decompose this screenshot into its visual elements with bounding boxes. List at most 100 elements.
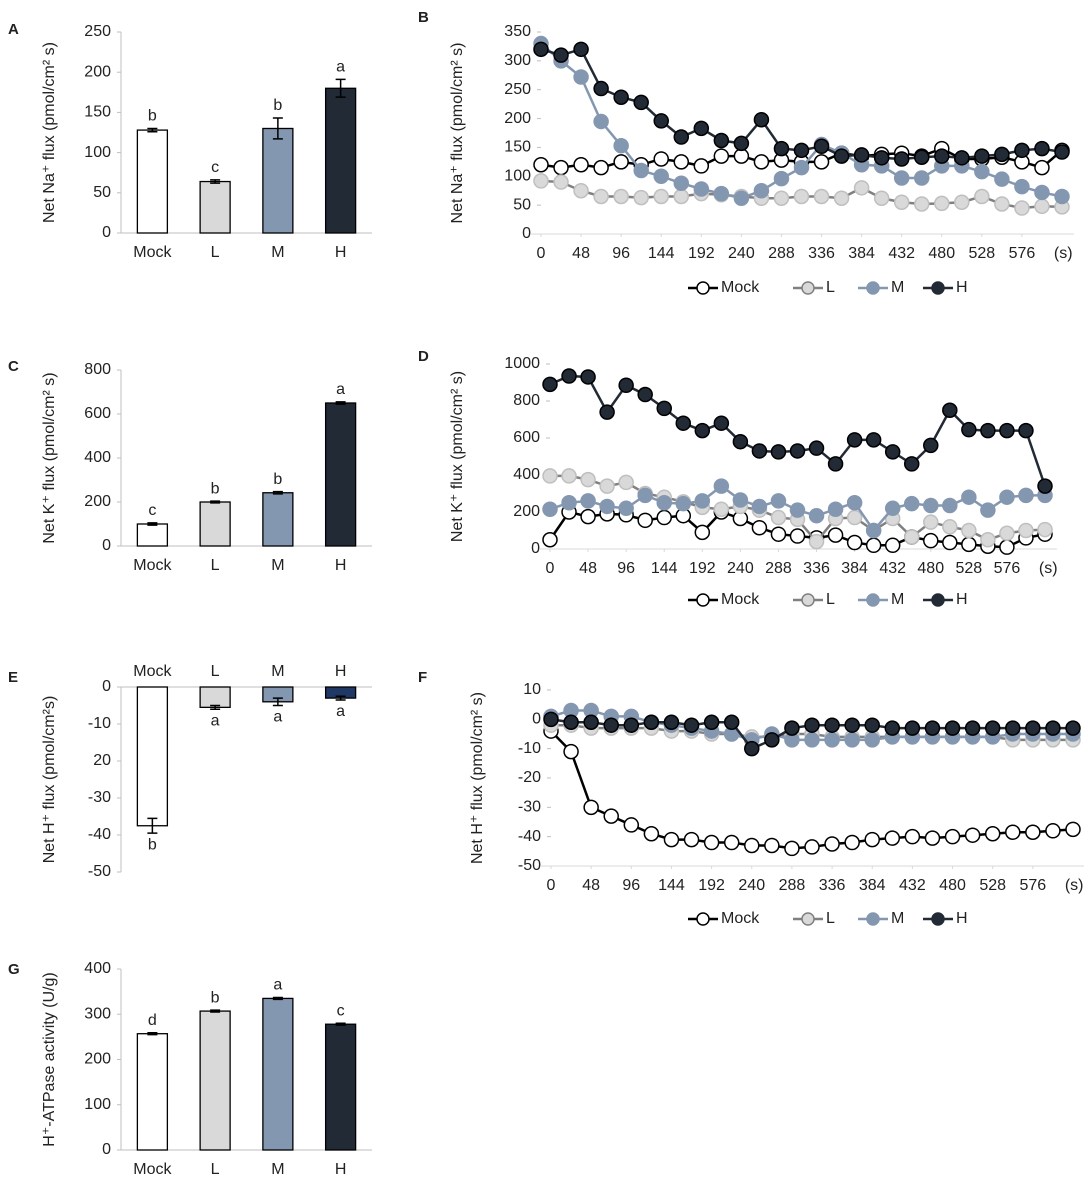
bar <box>136 1033 169 1151</box>
series-marker <box>827 501 844 517</box>
x-tick-label: 48 <box>579 560 597 577</box>
series-marker <box>673 175 690 191</box>
y-tick-label: 200 <box>84 493 111 510</box>
series-marker <box>804 839 820 855</box>
series-marker <box>893 170 910 186</box>
series-marker <box>653 188 669 205</box>
series-marker <box>593 113 609 130</box>
series-marker <box>789 443 806 459</box>
series-marker <box>846 432 863 448</box>
series-marker <box>994 171 1010 187</box>
series-marker <box>827 456 844 472</box>
series-marker <box>583 799 599 816</box>
y-tick-label: -40 <box>518 828 541 845</box>
series-marker <box>593 188 609 205</box>
y-tick-label: 150 <box>504 139 531 156</box>
series-marker <box>613 154 629 170</box>
series-marker <box>1054 188 1070 205</box>
legend-marker <box>696 593 710 607</box>
series-marker <box>553 174 569 190</box>
y-axis-label: Net Na⁺ flux (pmol/cm² s) <box>41 42 58 223</box>
legend-label: L <box>826 591 835 608</box>
x-tick-label: 48 <box>582 877 600 894</box>
series-marker <box>1025 824 1041 841</box>
series-marker <box>683 831 700 848</box>
x-tick-label: L <box>211 1161 220 1178</box>
series-marker <box>884 444 901 460</box>
series-marker <box>961 536 977 553</box>
series-marker <box>984 720 1001 736</box>
legend-label: Mock <box>721 279 760 296</box>
series-marker <box>974 163 990 180</box>
series-marker <box>744 837 760 854</box>
series-marker <box>733 190 750 206</box>
series-marker <box>713 478 730 494</box>
y-tick-label: 800 <box>84 361 111 378</box>
y-tick-label: 600 <box>84 405 111 422</box>
series-marker <box>663 714 680 731</box>
series-marker <box>1005 720 1021 736</box>
series-marker <box>580 369 596 385</box>
x-tick-label: 480 <box>928 245 955 262</box>
panel-label: E <box>8 669 18 686</box>
series-marker <box>903 456 920 472</box>
error-bar <box>147 1032 158 1036</box>
series-marker <box>773 170 790 187</box>
error-bar <box>147 127 158 133</box>
series-marker <box>703 714 720 731</box>
series-marker <box>623 717 640 733</box>
error-bar <box>272 697 283 707</box>
x-tick-label: 336 <box>819 877 846 894</box>
series-marker <box>542 376 558 393</box>
series-marker <box>618 500 634 517</box>
series-marker <box>833 148 850 164</box>
series-marker <box>808 533 825 550</box>
bar <box>262 997 294 1151</box>
series-marker <box>999 422 1015 439</box>
series-marker <box>942 497 958 514</box>
series-marker <box>984 825 1001 842</box>
series-marker <box>1045 823 1061 839</box>
y-tick-label: 300 <box>504 52 531 69</box>
x-tick-label: M <box>271 244 284 261</box>
series-marker <box>974 148 990 164</box>
series-marker <box>964 720 981 736</box>
x-tick-label: 96 <box>612 245 630 262</box>
series-marker <box>770 493 787 509</box>
series-marker <box>770 444 787 460</box>
significance-letter: a <box>336 381 345 398</box>
series-marker <box>694 422 711 439</box>
series-marker <box>944 828 961 845</box>
series-marker <box>542 501 558 517</box>
series-marker <box>994 196 1010 212</box>
y-tick-label: 50 <box>93 184 111 201</box>
series-marker <box>593 159 609 176</box>
series-marker <box>599 478 615 494</box>
error-bar <box>147 522 158 526</box>
series-marker <box>773 140 790 157</box>
error-bar <box>335 695 346 701</box>
series-marker <box>663 831 680 848</box>
x-tick-label: L <box>211 557 220 574</box>
series-marker <box>753 154 770 170</box>
error-bar <box>272 996 283 1001</box>
series-marker <box>573 182 589 199</box>
series-marker <box>924 830 941 846</box>
panel-label: A <box>8 21 19 38</box>
legend-label: Mock <box>721 910 760 927</box>
y-tick-label: 0 <box>532 711 541 728</box>
y-tick-label: 400 <box>513 466 540 483</box>
series-marker <box>770 509 787 526</box>
series-marker <box>764 732 780 748</box>
series-marker <box>593 80 609 97</box>
series-marker <box>643 825 660 842</box>
y-tick-label: 0 <box>102 1141 111 1158</box>
series-marker <box>913 196 930 212</box>
y-tick-label: 0 <box>531 540 540 557</box>
series-marker <box>804 717 820 733</box>
legend-marker <box>801 281 815 295</box>
series-marker <box>637 386 653 403</box>
error-bar <box>272 117 283 140</box>
x-tick-label: 576 <box>1009 245 1036 262</box>
x-tick-label: 336 <box>808 245 835 262</box>
